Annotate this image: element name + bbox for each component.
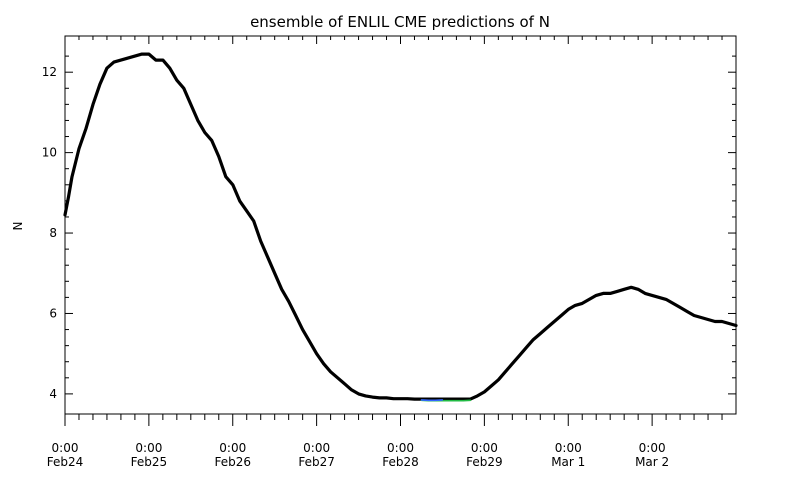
x-tick-date-label: Feb29 (466, 455, 503, 469)
x-tick-time-label: 0:00 (52, 441, 79, 455)
x-tick-date-label: Feb25 (131, 455, 168, 469)
y-tick-label: 8 (49, 226, 57, 240)
y-tick-label: 10 (42, 146, 57, 160)
series-line-ensemble (63, 52, 738, 401)
y-axis-label: N (11, 222, 25, 231)
x-tick-date-label: Mar 1 (551, 455, 585, 469)
x-tick-time-label: 0:00 (135, 441, 162, 455)
x-tick-date-label: Feb24 (47, 455, 84, 469)
x-tick-date-label: Feb27 (298, 455, 335, 469)
x-tick-time-label: 0:00 (639, 441, 666, 455)
x-tick-time-label: 0:00 (219, 441, 246, 455)
plot-frame (64, 35, 737, 415)
x-tick-date-label: Feb28 (382, 455, 419, 469)
x-tick-date-label: Mar 2 (635, 455, 669, 469)
y-tick-label: 4 (49, 387, 57, 401)
x-tick-time-label: 0:00 (387, 441, 414, 455)
x-tick-time-label: 0:00 (303, 441, 330, 455)
x-tick-time-label: 0:00 (471, 441, 498, 455)
y-tick-label: 12 (42, 65, 57, 79)
x-tick-date-label: Feb26 (214, 455, 251, 469)
chart-title: ensemble of ENLIL CME predictions of N (250, 13, 550, 31)
y-tick-label: 6 (49, 306, 57, 320)
x-tick-time-label: 0:00 (555, 441, 582, 455)
